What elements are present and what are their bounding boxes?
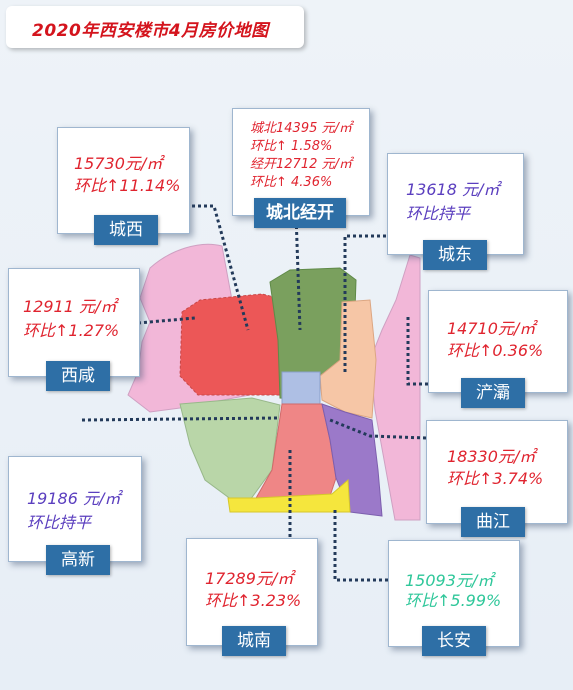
leader-lines	[81, 204, 428, 582]
gaoxin-price: 19186 元/㎡	[27, 489, 121, 508]
page-title: 2020年西安楼市4月房价地图	[32, 21, 269, 41]
chanba-change: 环比↑0.36%	[447, 341, 544, 360]
chengnan-change: 环比↑3.23%	[205, 591, 302, 610]
label-gaoxin: 高新	[46, 545, 110, 575]
chengnan-price: 17289元/㎡	[205, 569, 294, 588]
label-chengdong: 城东	[423, 240, 487, 270]
label-chanba: 浐灞	[461, 378, 525, 408]
changan-change: 环比↑5.99%	[405, 591, 502, 610]
title-box: 2020年西安楼市4月房价地图	[6, 6, 304, 48]
chengdong-change: 环比持平	[406, 204, 471, 223]
label-chengxi: 城西	[94, 215, 158, 245]
region-changan	[227, 478, 351, 513]
card-chengdong: 13618 元/㎡ 环比持平	[387, 153, 524, 255]
chengdong-price: 13618 元/㎡	[406, 180, 500, 199]
chanba-price: 14710元/㎡	[447, 319, 536, 338]
card-qujiang: 18330元/㎡ 环比↑3.74%	[426, 420, 568, 524]
chengbei-price: 城北14395 元/㎡	[250, 121, 352, 136]
changan-price: 15093元/㎡	[405, 571, 494, 590]
qujiang-price: 18330元/㎡	[447, 447, 536, 466]
label-qujiang: 曲江	[461, 507, 525, 537]
xixian-price: 12911 元/㎡	[23, 297, 117, 316]
region-qujiang	[321, 403, 383, 517]
label-changan: 长安	[422, 626, 486, 656]
region-chanba	[369, 254, 421, 521]
region-chengxi	[179, 293, 283, 396]
card-gaoxin: 19186 元/㎡ 环比持平	[8, 456, 142, 562]
gaoxin-change: 环比持平	[27, 513, 92, 532]
jingkai-price: 经开12712 元/㎡	[250, 157, 352, 172]
label-xixian: 西咸	[46, 361, 110, 391]
label-chengbei: 城北经开	[254, 198, 346, 228]
card-chengnan: 17289元/㎡ 环比↑3.23%	[186, 538, 318, 646]
chengxi-change: 环比↑11.14%	[74, 176, 181, 195]
jingkai-change: 环比↑ 4.36%	[250, 175, 333, 190]
region-center	[281, 371, 321, 405]
qujiang-change: 环比↑3.74%	[447, 469, 544, 488]
xixian-change: 环比↑1.27%	[23, 321, 120, 340]
chengbei-change: 环比↑ 1.58%	[250, 139, 333, 154]
card-chanba: 14710元/㎡ 环比↑0.36%	[428, 290, 568, 393]
chengxi-price: 15730元/㎡	[74, 154, 163, 173]
card-xixian: 12911 元/㎡ 环比↑1.27%	[8, 268, 140, 377]
label-chengnan: 城南	[222, 626, 286, 656]
